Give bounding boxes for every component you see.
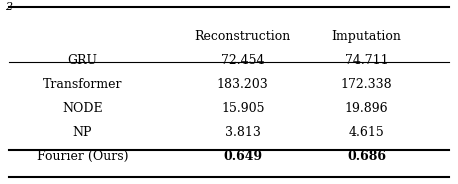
Text: 183.203: 183.203 (217, 78, 268, 91)
Text: Reconstruction: Reconstruction (195, 30, 291, 43)
Text: 72.454: 72.454 (221, 54, 264, 67)
Text: 0.686: 0.686 (347, 150, 386, 163)
Text: 2: 2 (5, 2, 12, 12)
Text: 74.711: 74.711 (344, 54, 388, 67)
Text: 15.905: 15.905 (221, 102, 264, 115)
Text: Imputation: Imputation (332, 30, 401, 43)
Text: Transformer: Transformer (43, 78, 122, 91)
Text: NODE: NODE (62, 102, 103, 115)
Text: 3.813: 3.813 (225, 126, 261, 139)
Text: 172.338: 172.338 (341, 78, 392, 91)
Text: 19.896: 19.896 (344, 102, 388, 115)
Text: NP: NP (73, 126, 92, 139)
Text: 4.615: 4.615 (349, 126, 384, 139)
Text: 0.649: 0.649 (223, 150, 262, 163)
Text: GRU: GRU (67, 54, 98, 67)
Text: Fourier (Ours): Fourier (Ours) (37, 150, 128, 163)
